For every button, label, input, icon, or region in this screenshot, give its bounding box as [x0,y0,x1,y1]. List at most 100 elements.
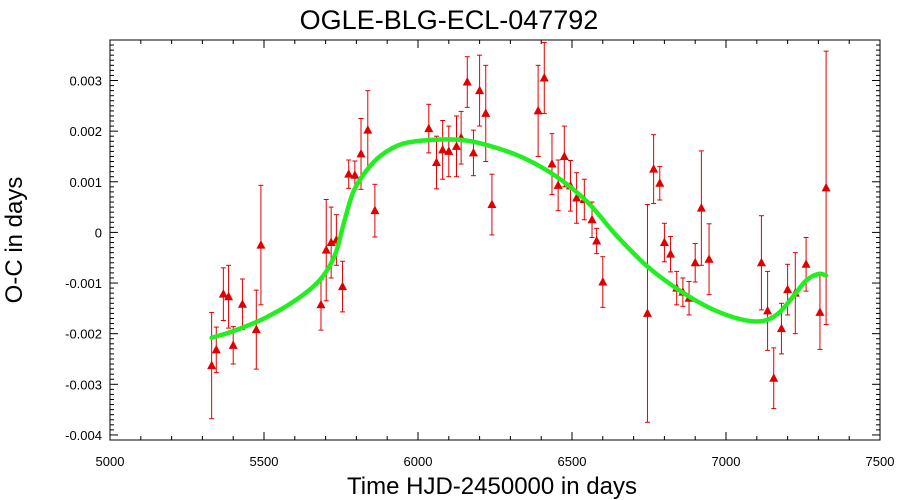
y-tick-label: 0.001 [69,175,102,190]
data-point [547,133,557,195]
data-point [462,56,472,108]
plot-frame [109,39,881,441]
axis-ticks [109,39,881,441]
triangle-marker [363,125,373,134]
triangle-marker [237,299,247,308]
triangle-marker [655,178,665,187]
data-point [237,278,247,331]
triangle-marker [559,151,569,160]
data-point [363,90,373,171]
x-tick-label: 6000 [404,454,433,469]
triangle-marker [224,291,234,301]
triangle-marker [666,249,676,258]
triangle-marker [424,123,434,133]
triangle-marker [783,284,793,294]
triangle-marker [444,146,454,155]
triangle-marker [533,105,543,115]
triangle-marker [431,157,441,167]
triangle-marker [452,141,461,150]
triangle-marker [438,144,448,154]
x-tick-label: 7000 [712,454,741,469]
data-point [475,54,485,127]
data-point [256,184,266,306]
triangle-marker [321,245,331,254]
data-point [251,289,261,370]
data-point [224,264,234,329]
data-point [598,256,608,308]
y-tick-label: -0.001 [65,276,102,291]
triangle-marker [344,169,354,178]
y-tick-label: -0.002 [65,327,102,342]
data-point [704,223,714,296]
data-point [655,166,665,201]
data-point [316,278,326,331]
triangle-marker [547,159,557,168]
data-point [218,267,228,322]
x-tick-label: 6500 [558,454,587,469]
triangle-marker [487,199,497,209]
data-point [344,159,354,189]
triangle-marker [356,148,366,158]
triangle-marker [763,305,773,315]
data-point [539,42,549,114]
data-point [572,172,582,224]
data-point [763,270,773,351]
triangle-marker [598,277,608,286]
x-tick-label: 5500 [250,454,279,469]
triangle-marker [649,164,659,173]
triangle-marker [481,108,491,117]
data-point [559,125,569,188]
y-tick-label: 0.003 [69,74,102,89]
y-tick-label: -0.004 [65,428,102,443]
triangle-marker [815,307,825,316]
data-points [207,42,831,423]
triangle-marker [251,324,261,334]
data-point [769,347,779,410]
data-point [468,129,478,177]
data-point [444,125,454,178]
triangle-marker [211,344,221,354]
triangle-marker [776,323,786,333]
data-point [690,243,700,283]
triangle-marker [756,257,766,267]
triangle-marker [218,289,228,298]
triangle-marker [592,236,602,245]
data-point [592,227,602,255]
data-point [553,159,563,212]
data-point [666,235,676,273]
data-point [321,198,331,302]
triangle-marker [207,360,217,370]
data-point [696,150,706,266]
data-point [642,204,652,423]
x-axis-label: Time HJD-2450000 in days [347,473,637,500]
triangle-marker [821,182,831,192]
triangle-marker [370,205,380,215]
triangle-marker [462,77,472,86]
y-tick-label: 0 [95,225,102,240]
axis-tick-labels: 5000 5500 6000 6500 7000 7500 -0.004 -0.003 -0.0… [65,74,894,469]
triangle-marker [801,259,811,268]
triangle-marker [587,214,597,224]
triangle-marker [228,340,238,349]
data-point [370,183,380,238]
triangle-marker [704,254,714,263]
triangle-marker [769,373,779,382]
triangle-marker [659,237,669,247]
data-point [431,135,441,190]
fit-curve [209,137,829,340]
y-tick-label: -0.003 [65,377,102,392]
data-point [487,173,497,236]
triangle-marker [350,170,360,179]
data-point [424,103,434,154]
triangle-marker [475,85,485,95]
triangle-marker [572,192,582,202]
triangle-marker [539,72,549,82]
triangle-marker [553,180,563,189]
triangle-marker [256,240,266,249]
chart-title: OGLE-BLG-ECL-047792 [300,5,599,35]
data-point [438,120,448,180]
data-point [649,134,659,205]
y-axis-label: O-C in days [1,177,28,304]
triangle-marker [690,257,700,267]
